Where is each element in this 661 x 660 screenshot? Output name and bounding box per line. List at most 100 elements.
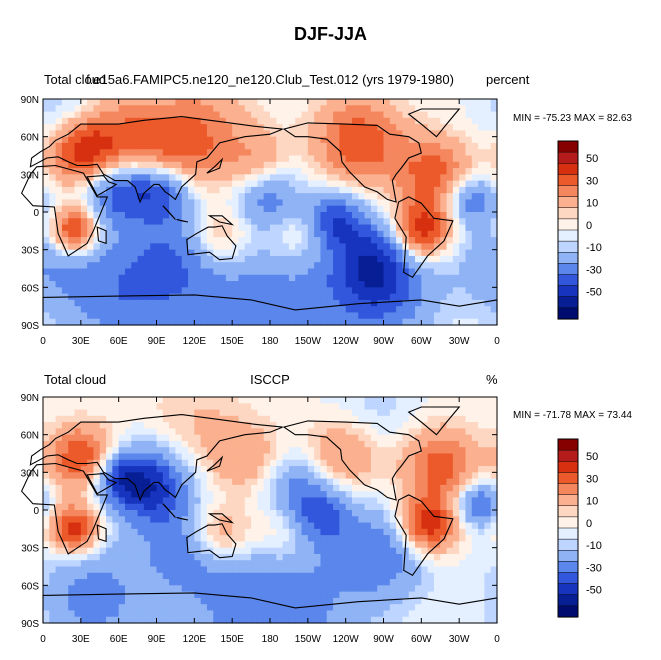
coastline xyxy=(176,218,189,223)
field-cell xyxy=(232,168,240,175)
field-cell xyxy=(257,155,265,163)
field-cell xyxy=(459,117,467,125)
field-cell xyxy=(238,124,246,131)
field-cell xyxy=(55,535,63,542)
field-cell xyxy=(459,142,467,150)
field-cell xyxy=(452,155,460,163)
field-cell xyxy=(288,255,296,263)
field-cell xyxy=(263,484,271,492)
field-cell xyxy=(162,403,170,411)
field-cell xyxy=(219,161,227,169)
field-cell xyxy=(421,503,429,511)
field-cell xyxy=(370,130,378,138)
field-cell xyxy=(282,453,290,461)
field-cell xyxy=(339,142,347,150)
field-cell xyxy=(112,268,120,276)
field-cell xyxy=(320,249,328,257)
field-cell xyxy=(55,249,63,257)
field-cell xyxy=(61,428,69,436)
field-cell xyxy=(459,281,467,288)
field-cell xyxy=(99,224,107,232)
field-cell xyxy=(263,478,271,486)
field-cell xyxy=(484,510,492,517)
field-cell xyxy=(55,585,63,593)
field-cell xyxy=(251,293,258,301)
field-cell xyxy=(345,553,353,561)
field-cell xyxy=(415,497,422,505)
field-cell xyxy=(232,142,240,150)
field-cell xyxy=(225,168,233,175)
field-cell xyxy=(415,591,422,599)
field-cell xyxy=(150,453,158,461)
field-cell xyxy=(87,484,95,492)
field-cell xyxy=(181,428,189,436)
field-cell xyxy=(43,585,50,593)
field-cell xyxy=(288,268,296,276)
field-cell xyxy=(288,149,296,157)
field-cell xyxy=(452,579,460,586)
field-cell xyxy=(131,186,139,194)
field-cell xyxy=(118,262,126,270)
field-cell xyxy=(87,497,95,505)
field-cell xyxy=(478,397,485,404)
field-cell xyxy=(49,199,57,207)
field-cell xyxy=(282,440,290,448)
field-cell xyxy=(433,585,441,593)
field-cell xyxy=(74,105,82,113)
field-cell xyxy=(200,99,208,106)
field-cell xyxy=(452,478,460,486)
field-cell xyxy=(118,117,126,125)
field-cell xyxy=(364,149,372,157)
field-cell xyxy=(351,180,359,188)
colorbar-swatch xyxy=(557,140,579,153)
field-cell xyxy=(433,535,441,542)
field-cell xyxy=(68,397,76,404)
field-cell xyxy=(396,130,404,138)
field-cell xyxy=(320,403,328,411)
field-cell xyxy=(389,168,397,175)
field-cell xyxy=(68,287,76,295)
field-cell xyxy=(238,579,246,586)
field-cell xyxy=(213,249,221,257)
field-cell xyxy=(351,579,359,586)
field-cell xyxy=(251,591,258,599)
field-cell xyxy=(99,142,107,150)
field-cell xyxy=(194,117,202,125)
field-cell xyxy=(314,572,322,580)
field-cell xyxy=(74,516,82,524)
field-cell xyxy=(427,299,435,307)
field-cell xyxy=(225,99,233,106)
field-cell xyxy=(244,528,252,536)
field-cell xyxy=(288,274,296,282)
field-cell xyxy=(484,459,492,467)
field-cell xyxy=(452,497,460,505)
field-cell xyxy=(377,193,385,201)
field-cell xyxy=(93,186,101,194)
field-cell xyxy=(326,572,334,580)
field-cell xyxy=(276,553,284,561)
field-cell xyxy=(61,130,69,138)
field-cell xyxy=(143,409,151,417)
field-cell xyxy=(143,572,151,580)
field-cell xyxy=(471,484,479,492)
field-cell xyxy=(452,111,460,119)
field-cell xyxy=(389,585,397,593)
field-cell xyxy=(301,230,309,238)
y-tick-label: 0 xyxy=(33,208,39,219)
field-cell xyxy=(282,318,290,326)
field-cell xyxy=(68,124,76,131)
field-cell xyxy=(263,180,271,188)
field-cell xyxy=(106,212,113,219)
field-cell xyxy=(270,249,277,257)
field-cell xyxy=(244,262,252,270)
field-cell xyxy=(181,522,189,530)
field-cell xyxy=(188,422,195,429)
field-cell xyxy=(301,541,309,549)
field-cell xyxy=(169,453,177,461)
field-cell xyxy=(93,591,101,599)
field-cell xyxy=(314,142,322,150)
field-cell xyxy=(74,440,82,448)
field-cell xyxy=(99,553,107,561)
field-cell xyxy=(421,312,429,320)
field-cell xyxy=(433,491,441,499)
